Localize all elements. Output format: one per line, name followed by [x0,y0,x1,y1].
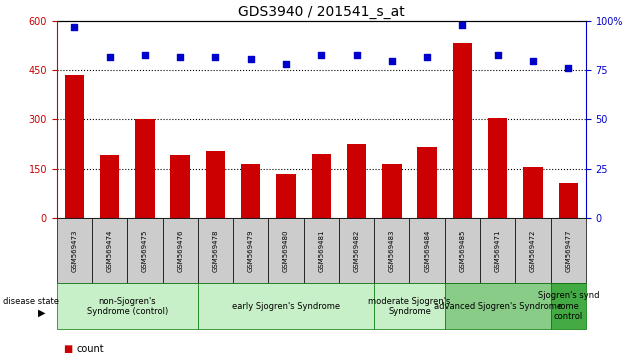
Point [493,52,503,57]
Bar [206,150,225,218]
Text: count: count [77,344,105,354]
Text: GSM569479: GSM569479 [248,229,254,272]
Point [281,62,291,67]
Point [210,54,220,59]
Bar [100,155,119,218]
Bar [382,164,401,218]
Text: GSM569477: GSM569477 [565,229,571,272]
Text: GSM569474: GSM569474 [106,229,113,272]
Text: GSM569484: GSM569484 [424,229,430,272]
Point [563,65,573,71]
Text: GSM569471: GSM569471 [495,229,501,272]
Bar [559,183,578,218]
Text: ■: ■ [63,344,72,354]
Text: disease state: disease state [3,297,59,306]
Point [528,58,538,63]
Text: GSM569478: GSM569478 [212,229,219,272]
Text: GSM569483: GSM569483 [389,229,395,272]
Text: early Sjogren's Syndrome: early Sjogren's Syndrome [232,302,340,311]
Text: GSM569475: GSM569475 [142,229,148,272]
Text: moderate Sjogren's
Syndrome: moderate Sjogren's Syndrome [369,297,450,316]
Text: Sjogren's synd
rome
control: Sjogren's synd rome control [537,291,599,321]
Bar [241,164,260,218]
Point [69,24,79,30]
Text: GSM569482: GSM569482 [353,229,360,272]
Point [316,52,326,57]
Point [422,54,432,59]
Bar [312,154,331,218]
Bar [453,42,472,218]
Bar [347,144,366,218]
Bar [135,119,154,218]
Text: advanced Sjogren's Syndrome: advanced Sjogren's Syndrome [433,302,562,311]
Text: ▶: ▶ [38,308,45,318]
Bar [418,147,437,218]
Text: non-Sjogren's
Syndrome (control): non-Sjogren's Syndrome (control) [87,297,168,316]
Text: GSM569480: GSM569480 [283,229,289,272]
Point [105,54,115,59]
Point [175,54,185,59]
Point [352,52,362,57]
Text: GSM569473: GSM569473 [71,229,77,272]
Text: GSM569476: GSM569476 [177,229,183,272]
Text: GSM569481: GSM569481 [318,229,324,272]
Text: GSM569485: GSM569485 [459,229,466,272]
Bar [488,118,507,218]
Bar [65,75,84,218]
Title: GDS3940 / 201541_s_at: GDS3940 / 201541_s_at [238,5,404,19]
Point [457,22,467,28]
Bar [277,173,295,218]
Bar [171,155,190,218]
Bar [524,167,542,218]
Point [246,56,256,61]
Point [387,58,397,63]
Point [140,52,150,57]
Text: GSM569472: GSM569472 [530,229,536,272]
